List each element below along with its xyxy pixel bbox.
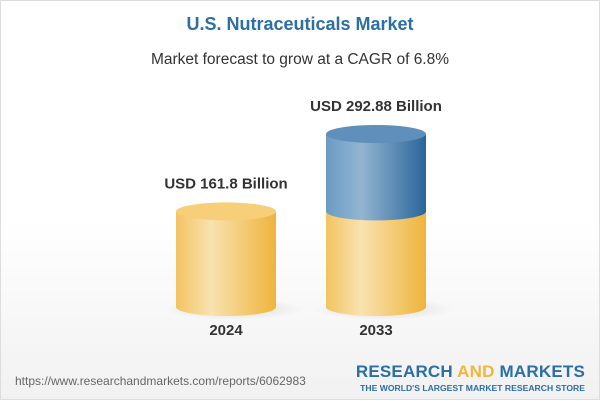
bar-base-segment <box>326 211 426 316</box>
bar-growth-segment <box>326 134 426 221</box>
report-url[interactable]: https://www.researchandmarkets.com/repor… <box>15 374 306 388</box>
logo-text-and: AND <box>457 362 495 381</box>
data-label: USD 292.88 Billion <box>310 98 442 115</box>
category-label: 2033 <box>359 322 392 339</box>
bar-top-cap <box>176 202 276 221</box>
logo-text-markets: MARKETS <box>494 362 585 381</box>
chart-subtitle: Market forecast to grow at a CAGR of 6.8… <box>150 51 450 68</box>
chart-title: U.S. Nutraceuticals Market <box>186 14 414 34</box>
bar-top-cap <box>326 125 426 143</box>
logo-tagline: THE WORLD'S LARGEST MARKET RESEARCH STOR… <box>360 383 585 393</box>
logo-text-research: RESEARCH <box>355 362 458 381</box>
data-label: USD 161.8 Billion <box>164 175 287 192</box>
category-label: 2024 <box>209 322 243 339</box>
research-and-markets-logo: RESEARCH AND MARKETS THE WORLD'S LARGEST… <box>356 362 585 393</box>
bar-base-segment <box>176 211 276 316</box>
